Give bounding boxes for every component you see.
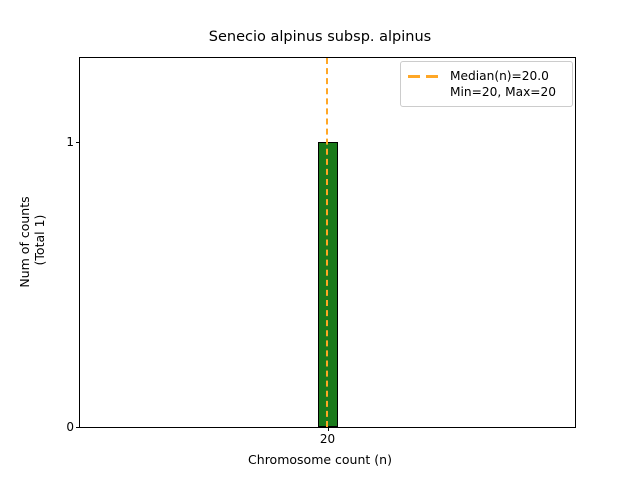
- plot-area: 0 1 20 Median(n)=20.0 Min=20, Max=20: [66, 57, 576, 445]
- xtick-label-20: 20: [319, 432, 336, 446]
- x-axis-label: Chromosome count (n): [248, 452, 392, 467]
- ytick-mark-0: [76, 427, 80, 428]
- legend-label-line2: Min=20, Max=20: [450, 85, 557, 99]
- plot-clip: [80, 58, 575, 427]
- legend-marker-median-icon: [408, 68, 441, 85]
- legend[interactable]: Median(n)=20.0 Min=20, Max=20: [400, 61, 573, 107]
- y-axis-label: Num of counts (Total 1): [17, 196, 47, 288]
- xtick-mark-20: [327, 427, 329, 431]
- ytick-label-0: 0: [66, 420, 74, 434]
- page-title: Senecio alpinus subsp. alpinus: [208, 29, 432, 45]
- legend-label-line1: Median(n)=20.0: [450, 69, 549, 83]
- legend-text: Median(n)=20.0 Min=20, Max=20: [450, 68, 556, 100]
- ytick-mark-1: [76, 142, 80, 144]
- median-line: [326, 58, 329, 427]
- ytick-label-1: 1: [66, 135, 74, 150]
